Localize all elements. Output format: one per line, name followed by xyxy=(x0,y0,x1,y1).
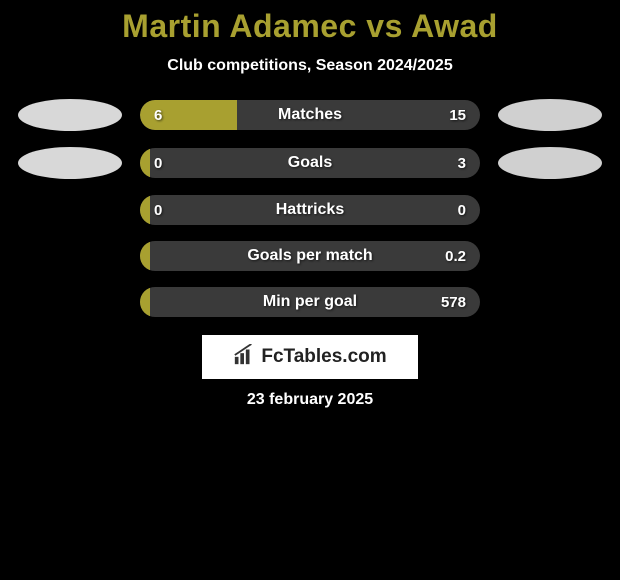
stat-bar: Goals per match0.2 xyxy=(140,241,480,271)
stat-label: Min per goal xyxy=(140,287,480,317)
stat-row: Min per goal578 xyxy=(0,287,620,317)
stat-value-right: 0 xyxy=(458,195,466,225)
infographic-container: Martin Adamec vs Awad Club competitions,… xyxy=(0,0,620,409)
player-left-ellipse xyxy=(18,147,122,179)
date-label: 23 february 2025 xyxy=(0,391,620,409)
stat-value-right: 578 xyxy=(441,287,466,317)
stat-value-right: 0.2 xyxy=(445,241,466,271)
player-right-ellipse xyxy=(498,147,602,179)
stat-bar: 0Goals3 xyxy=(140,148,480,178)
stat-row: 0Hattricks0 xyxy=(0,195,620,225)
stats-rows: 6Matches150Goals30Hattricks0Goals per ma… xyxy=(0,99,620,317)
stat-bar: 6Matches15 xyxy=(140,100,480,130)
stat-row: 6Matches15 xyxy=(0,99,620,131)
logo-box: FcTables.com xyxy=(202,335,418,379)
stat-bar: Min per goal578 xyxy=(140,287,480,317)
page-title: Martin Adamec vs Awad xyxy=(0,8,620,45)
subtitle: Club competitions, Season 2024/2025 xyxy=(0,57,620,75)
player-right-ellipse xyxy=(498,99,602,131)
player-left-ellipse xyxy=(18,99,122,131)
stat-row: Goals per match0.2 xyxy=(0,241,620,271)
stat-label: Goals xyxy=(140,148,480,178)
stat-value-right: 15 xyxy=(449,100,466,130)
stat-label: Matches xyxy=(140,100,480,130)
stat-row: 0Goals3 xyxy=(0,147,620,179)
stat-bar: 0Hattricks0 xyxy=(140,195,480,225)
bar-chart-icon xyxy=(233,344,255,371)
logo-text: FcTables.com xyxy=(261,346,386,368)
stat-value-right: 3 xyxy=(458,148,466,178)
stat-label: Hattricks xyxy=(140,195,480,225)
stat-label: Goals per match xyxy=(140,241,480,271)
